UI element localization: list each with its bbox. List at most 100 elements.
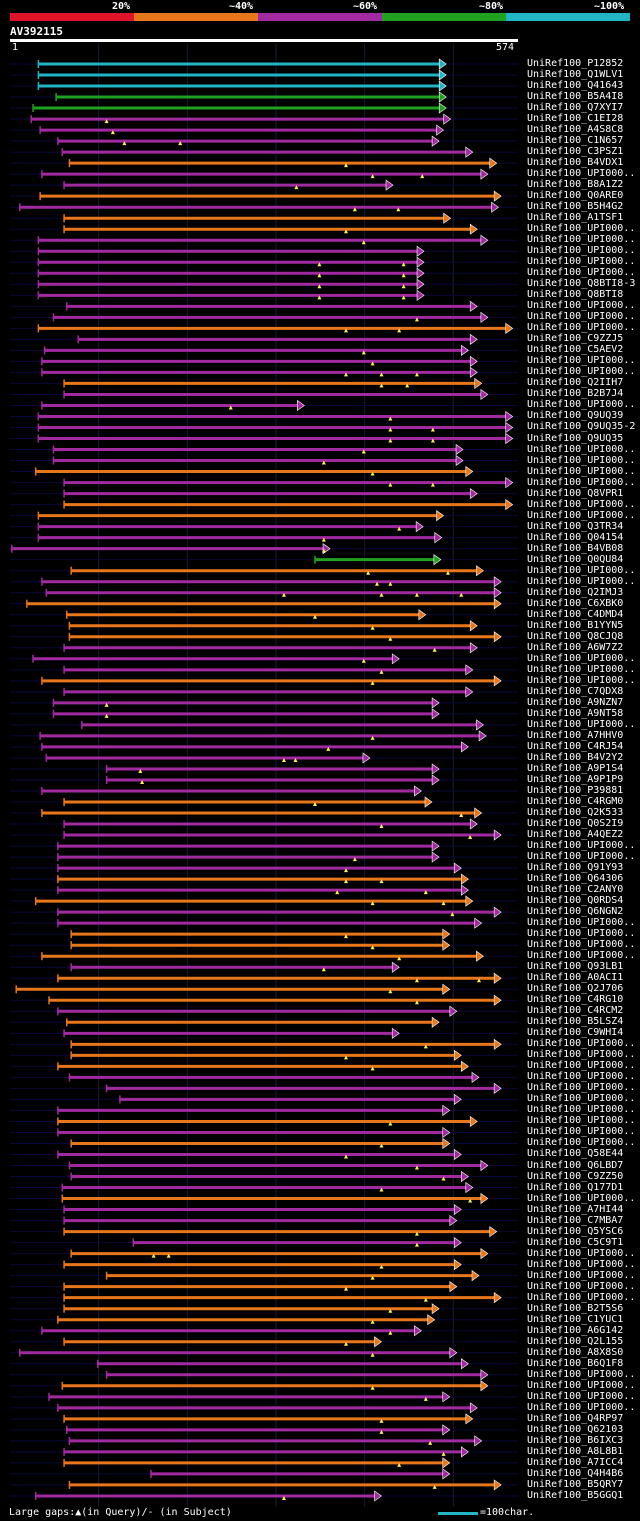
hit-label[interactable]: UniRef100_A9NT58 — [527, 707, 624, 719]
hit-label[interactable]: UniRef100_Q9UQ35 — [527, 432, 624, 444]
hit-label[interactable]: UniRef100_UPI000.. — [527, 509, 636, 521]
hit-label[interactable]: UniRef100_B5LSZ4 — [527, 1016, 624, 1028]
hit-label[interactable]: UniRef100_A6W7Z2 — [527, 641, 624, 653]
hit-label[interactable]: UniRef100_C9ZZ50 — [527, 1170, 624, 1182]
hit-label[interactable]: UniRef100_A7ICC4 — [527, 1456, 624, 1468]
hit-label[interactable]: UniRef100_UPI000.. — [527, 674, 636, 686]
hit-label[interactable]: UniRef100_Q0RDS4 — [527, 895, 624, 907]
hit-label[interactable]: UniRef100_UPI000.. — [527, 311, 636, 323]
hit-label[interactable]: UniRef100_Q8BTI8 — [527, 289, 624, 301]
hit-label[interactable]: UniRef100_C7MBA7 — [527, 1214, 624, 1226]
hit-label[interactable]: UniRef100_UPI000.. — [527, 718, 636, 730]
hit-label[interactable]: UniRef100_UPI000.. — [527, 355, 636, 367]
hit-label[interactable]: UniRef100_UPI000.. — [527, 454, 636, 466]
hit-label[interactable]: UniRef100_Q04154 — [527, 531, 624, 543]
hit-label[interactable]: UniRef100_UPI000.. — [527, 322, 636, 334]
hit-label[interactable]: UniRef100_B4VDX1 — [527, 157, 624, 169]
hit-label[interactable]: UniRef100_Q4H4B6 — [527, 1467, 624, 1479]
hit-label[interactable]: UniRef100_Q9UQ35-2 — [527, 421, 636, 433]
hit-label[interactable]: UniRef100_UPI000.. — [527, 399, 636, 411]
hit-label[interactable]: UniRef100_B8A1Z2 — [527, 179, 624, 191]
hit-label[interactable]: UniRef100_A1TSF1 — [527, 212, 624, 224]
hit-label[interactable]: UniRef100_Q6LBD7 — [527, 1159, 624, 1171]
hit-label[interactable]: UniRef100_UPI000.. — [527, 1192, 636, 1204]
hit-label[interactable]: UniRef100_Q8CJQ8 — [527, 630, 624, 642]
hit-label[interactable]: UniRef100_Q8BTI8-3 — [527, 278, 636, 290]
hit-label[interactable]: UniRef100_A8X8S0 — [527, 1346, 624, 1358]
hit-label[interactable]: UniRef100_Q8VPR1 — [527, 487, 624, 499]
hit-label[interactable]: UniRef100_C4DMD4 — [527, 608, 624, 620]
hit-label[interactable]: UniRef100_B5GGQ1 — [527, 1489, 624, 1501]
hit-label[interactable]: UniRef100_C1EI28 — [527, 113, 624, 125]
hit-label[interactable]: UniRef100_Q2J706 — [527, 983, 624, 995]
hit-label[interactable]: UniRef100_Q2K533 — [527, 807, 624, 819]
hit-label[interactable]: UniRef100_UPI000.. — [527, 256, 636, 268]
hit-label[interactable]: UniRef100_UPI000.. — [527, 245, 636, 257]
hit-label[interactable]: UniRef100_C4RJ54 — [527, 740, 624, 752]
hit-label[interactable]: UniRef100_UPI000.. — [527, 498, 636, 510]
hit-label[interactable]: UniRef100_Q5YSC6 — [527, 1225, 624, 1237]
hit-label[interactable]: UniRef100_Q0S2I9 — [527, 818, 624, 830]
hit-label[interactable]: UniRef100_UPI000.. — [527, 1049, 636, 1061]
hit-label[interactable]: UniRef100_UPI000.. — [527, 300, 636, 312]
hit-label[interactable]: UniRef100_B4VB08 — [527, 542, 624, 554]
hit-label[interactable]: UniRef100_Q93LB1 — [527, 961, 624, 973]
hit-label[interactable]: UniRef100_Q0QU84 — [527, 553, 624, 565]
hit-label[interactable]: UniRef100_Q7XYI7 — [527, 102, 624, 114]
hit-label[interactable]: UniRef100_UPI000.. — [527, 443, 636, 455]
hit-label[interactable]: UniRef100_UPI000.. — [527, 476, 636, 488]
hit-label[interactable]: UniRef100_Q6NGN2 — [527, 906, 624, 918]
hit-label[interactable]: UniRef100_Q58E44 — [527, 1148, 624, 1160]
hit-label[interactable]: UniRef100_C5C9T1 — [527, 1236, 624, 1248]
hit-label[interactable]: UniRef100_UPI000.. — [527, 1269, 636, 1281]
hit-label[interactable]: UniRef100_C2ANY0 — [527, 884, 624, 896]
hit-label[interactable]: UniRef100_UPI000.. — [527, 1390, 636, 1402]
hit-label[interactable]: UniRef100_B1YYN5 — [527, 619, 624, 631]
hit-label[interactable]: UniRef100_A7HHV0 — [527, 729, 624, 741]
hit-label[interactable]: UniRef100_UPI000.. — [527, 234, 636, 246]
hit-label[interactable]: UniRef100_A6G142 — [527, 1324, 624, 1336]
hit-label[interactable]: UniRef100_UPI000.. — [527, 1082, 636, 1094]
hit-label[interactable]: UniRef100_UPI000.. — [527, 1368, 636, 1380]
hit-label[interactable]: UniRef100_UPI000.. — [527, 1291, 636, 1303]
hit-label[interactable]: UniRef100_Q64306 — [527, 873, 624, 885]
hit-label[interactable]: UniRef100_Q2IIH7 — [527, 377, 624, 389]
hit-label[interactable]: UniRef100_UPI000.. — [527, 564, 636, 576]
hit-label[interactable]: UniRef100_B6Q1F8 — [527, 1357, 624, 1369]
hit-label[interactable]: UniRef100_UPI000.. — [527, 575, 636, 587]
hit-label[interactable]: UniRef100_UPI000.. — [527, 1258, 636, 1270]
hit-label[interactable]: UniRef100_UPI000.. — [527, 1280, 636, 1292]
hit-label[interactable]: UniRef100_Q0ARE0 — [527, 190, 624, 202]
hit-label[interactable]: UniRef100_P12852 — [527, 58, 624, 69]
hit-label[interactable]: UniRef100_Q1WLV1 — [527, 69, 624, 80]
hit-label[interactable]: UniRef100_Q41643 — [527, 80, 624, 92]
hit-label[interactable]: UniRef100_UPI000.. — [527, 1126, 636, 1138]
hit-label[interactable]: UniRef100_UPI000.. — [527, 851, 636, 863]
hit-label[interactable]: UniRef100_C4RGM0 — [527, 796, 624, 807]
hit-label[interactable]: UniRef100_B6IXC3 — [527, 1434, 624, 1446]
hit-label[interactable]: UniRef100_Q62103 — [527, 1423, 624, 1435]
hit-label[interactable]: UniRef100_Q3TR34 — [527, 520, 624, 532]
hit-label[interactable]: UniRef100_C9ZZJ5 — [527, 333, 624, 345]
hit-label[interactable]: UniRef100_C4RCM2 — [527, 1005, 624, 1017]
hit-label[interactable]: UniRef100_A9P1S4 — [527, 762, 624, 774]
hit-label[interactable]: UniRef100_A7HI44 — [527, 1203, 624, 1215]
hit-label[interactable]: UniRef100_UPI000.. — [527, 1401, 636, 1413]
hit-label[interactable]: UniRef100_C1N657 — [527, 135, 624, 147]
hit-label[interactable]: UniRef100_C5AEV2 — [527, 344, 624, 356]
hit-label[interactable]: UniRef100_B5A4I8 — [527, 91, 624, 103]
hit-label[interactable]: UniRef100_UPI000.. — [527, 1071, 636, 1083]
hit-label[interactable]: UniRef100_UPI000.. — [527, 1137, 636, 1149]
hit-label[interactable]: UniRef100_UPI000.. — [527, 465, 636, 477]
hit-label[interactable]: UniRef100_C4RG10 — [527, 994, 624, 1006]
hit-label[interactable]: UniRef100_C1YUC1 — [527, 1313, 624, 1325]
hit-label[interactable]: UniRef100_Q91Y93 — [527, 862, 624, 874]
hit-label[interactable]: UniRef100_C3PSZ1 — [527, 146, 624, 158]
hit-label[interactable]: UniRef100_UPI000.. — [527, 366, 636, 378]
hit-label[interactable]: UniRef100_B2T5S6 — [527, 1302, 624, 1314]
hit-label[interactable]: UniRef100_Q2IMJ3 — [527, 586, 624, 598]
hit-label[interactable]: UniRef100_UPI000.. — [527, 950, 636, 962]
hit-label[interactable]: UniRef100_B4V2Y2 — [527, 751, 624, 763]
hit-label[interactable]: UniRef100_A8L8B1 — [527, 1445, 624, 1457]
hit-label[interactable]: UniRef100_UPI000.. — [527, 1104, 636, 1116]
